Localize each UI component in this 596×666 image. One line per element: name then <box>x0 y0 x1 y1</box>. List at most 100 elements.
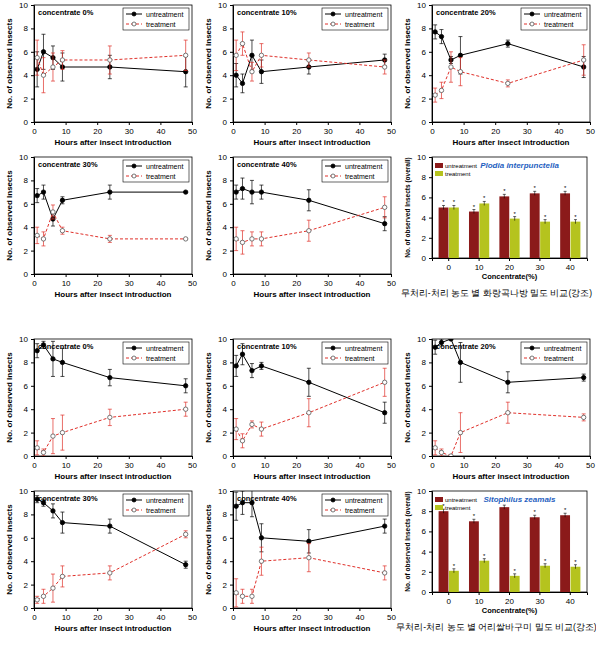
tick-label: 50 <box>188 127 197 136</box>
tick: 40 <box>554 456 563 470</box>
point <box>234 364 238 368</box>
bar <box>439 208 449 259</box>
plot-frame <box>432 5 590 122</box>
legend-label: treatment <box>544 21 574 28</box>
tick-mark <box>230 204 233 205</box>
tick: 50 <box>387 456 396 470</box>
legend: untreatmenttreatment <box>123 8 189 30</box>
tick-mark <box>230 157 233 158</box>
tick-mark <box>539 592 540 595</box>
error-bar <box>41 58 45 93</box>
point <box>234 73 238 77</box>
tick: 30 <box>535 258 544 272</box>
legend-label: untreatment <box>345 11 382 18</box>
legend: untreatmenttreatment <box>435 497 477 511</box>
tick-mark <box>495 122 496 125</box>
annotation: * <box>503 188 506 194</box>
tick-mark <box>359 274 360 277</box>
tick-mark <box>527 456 528 459</box>
error-bar <box>574 565 577 569</box>
tick: 20 <box>93 608 102 622</box>
series-line <box>435 32 584 67</box>
legend: untreatmenttreatment <box>435 163 477 177</box>
tick-mark <box>160 608 161 611</box>
series-line <box>236 503 385 542</box>
plot-area <box>433 25 586 102</box>
tick-label: 4 <box>422 214 427 223</box>
tick-mark <box>328 608 329 611</box>
point <box>51 65 55 69</box>
series-line <box>37 499 186 565</box>
point <box>51 586 55 590</box>
plot-area <box>35 185 188 246</box>
tick-mark <box>233 456 234 459</box>
tick: 50 <box>188 608 197 622</box>
error-bar <box>506 40 510 47</box>
tick-mark <box>265 122 266 125</box>
y-axis-title: No. of observed Insects <box>403 18 412 109</box>
tick: 30 <box>324 274 333 288</box>
tick: 8 <box>223 510 233 519</box>
tick-mark <box>265 608 266 611</box>
tick-label: 8 <box>422 24 427 33</box>
error-bar <box>240 178 244 199</box>
tick-mark <box>429 362 432 363</box>
tick-mark <box>391 456 392 459</box>
point <box>183 407 187 411</box>
tick-label: 8 <box>223 358 228 367</box>
tick-mark <box>31 157 34 158</box>
tick-mark <box>429 238 432 239</box>
series-line <box>435 413 584 456</box>
tick: 50 <box>586 122 595 136</box>
tick: 2 <box>422 429 432 438</box>
tick-label: 40 <box>156 127 165 136</box>
legend-swatch <box>435 163 443 168</box>
legend-label: untreatment <box>146 11 183 18</box>
tick-mark <box>432 122 433 125</box>
tick-mark <box>31 5 34 6</box>
tick-mark <box>429 5 432 6</box>
tick-mark <box>590 122 591 125</box>
tick: 20 <box>292 274 301 288</box>
tick-label: 10 <box>218 335 227 344</box>
y-axis-title: No. of observed Insects (overall) <box>404 491 412 591</box>
tick-label: 20 <box>93 461 102 470</box>
tick-mark <box>391 274 392 277</box>
x-axis: 01020304050 <box>430 456 595 470</box>
x-axis-line <box>35 123 193 126</box>
chart-title: concentrate 20% <box>436 342 496 351</box>
error-bar <box>108 566 112 580</box>
tick-label: 20 <box>505 597 514 606</box>
point <box>250 594 254 598</box>
tick-mark <box>328 122 329 125</box>
bar <box>469 521 479 592</box>
tick-mark <box>31 608 34 609</box>
tick-label: 0 <box>32 279 37 288</box>
tick-mark <box>328 274 329 277</box>
tick-mark <box>429 491 432 492</box>
tick-mark <box>429 572 432 573</box>
tick: 0 <box>32 608 37 622</box>
tick-mark <box>296 122 297 125</box>
tick: 2 <box>24 581 34 590</box>
y-axis: 0246810 <box>218 1 233 127</box>
series-line <box>435 339 584 382</box>
legend-label: untreatment <box>146 497 183 504</box>
tick-label: 6 <box>223 382 228 391</box>
tick-mark <box>509 258 510 261</box>
point <box>41 73 45 77</box>
tick: 4 <box>24 557 34 566</box>
tick-label: 4 <box>24 223 29 232</box>
tick: 20 <box>93 122 102 136</box>
tick-mark <box>31 75 34 76</box>
tick-label: 8 <box>24 24 29 33</box>
error-bar <box>60 348 64 376</box>
legend-marker <box>331 508 335 512</box>
tick: 6 <box>422 382 432 391</box>
tick-mark <box>160 274 161 277</box>
point <box>439 88 443 92</box>
tick-mark <box>391 122 392 125</box>
tick-mark <box>296 608 297 611</box>
point <box>506 380 510 384</box>
bar <box>499 507 509 592</box>
